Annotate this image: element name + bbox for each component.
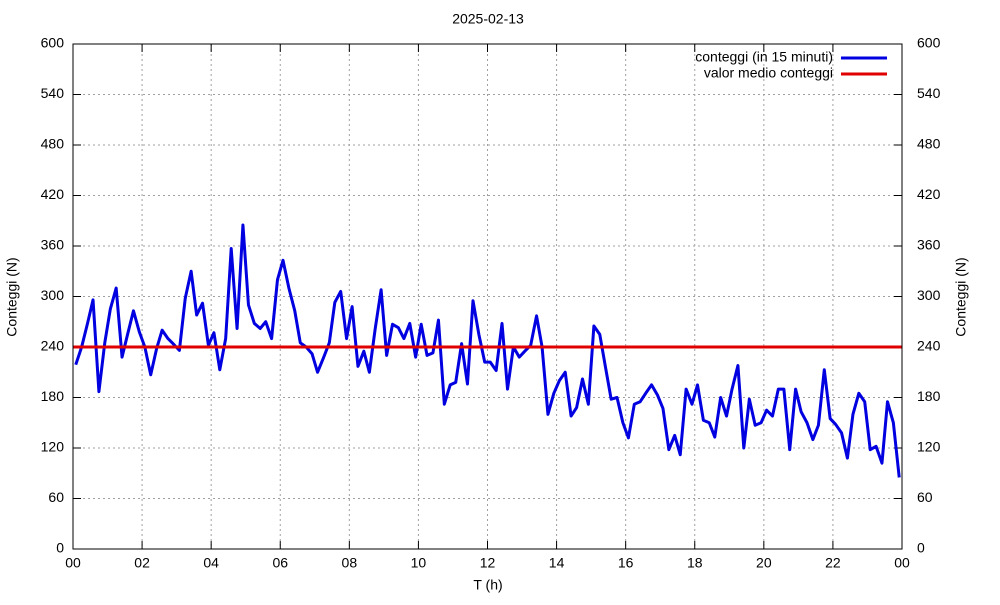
y-tick-label: 360: [41, 237, 65, 253]
y-tick-label: 180: [41, 388, 65, 404]
y-tick-label: 540: [41, 85, 65, 101]
x-tick-label: 12: [480, 555, 496, 571]
x-tick-label: 18: [687, 555, 703, 571]
x-tick-label: 14: [549, 555, 565, 571]
y2-tick-label: 240: [917, 338, 941, 354]
y-tick-label: 60: [48, 489, 64, 505]
chart-title: 2025-02-13: [452, 11, 524, 27]
y-tick-label: 240: [41, 338, 65, 354]
y2-tick-label: 180: [917, 388, 941, 404]
y-tick-label: 600: [41, 35, 65, 51]
legend-label: valor medio conteggi: [704, 65, 833, 81]
y2-tick-label: 60: [917, 489, 933, 505]
y-tick-label: 420: [41, 186, 65, 202]
y-axis-label: Conteggi (N): [4, 257, 20, 336]
y-tick-label: 120: [41, 439, 65, 455]
x-tick-label: 22: [825, 555, 841, 571]
y2-tick-label: 120: [917, 439, 941, 455]
x-tick-label: 20: [756, 555, 772, 571]
y2-axis-label: Conteggi (N): [953, 257, 969, 336]
x-tick-label: 00: [65, 555, 81, 571]
x-tick-label: 06: [272, 555, 288, 571]
y2-tick-label: 540: [917, 85, 941, 101]
y2-tick-label: 480: [917, 136, 941, 152]
data-line: [74, 223, 901, 478]
y-tick-label: 300: [41, 287, 65, 303]
plot-border: [72, 43, 903, 550]
y2-tick-label: 600: [917, 35, 941, 51]
y-tick-label: 0: [56, 540, 64, 556]
y2-tick-label: 0: [917, 540, 925, 556]
x-tick-label: 08: [342, 555, 358, 571]
x-tick-label: 10: [411, 555, 427, 571]
x-tick-label: 04: [203, 555, 219, 571]
y-tick-label: 480: [41, 136, 65, 152]
legend-label: conteggi (in 15 minuti): [695, 49, 833, 65]
y2-tick-label: 360: [917, 237, 941, 253]
y2-tick-label: 300: [917, 287, 941, 303]
x-axis-label: T (h): [473, 577, 502, 593]
x-tick-label: 16: [618, 555, 634, 571]
y2-tick-label: 420: [917, 186, 941, 202]
x-tick-label: 00: [894, 555, 910, 571]
x-tick-label: 02: [134, 555, 150, 571]
